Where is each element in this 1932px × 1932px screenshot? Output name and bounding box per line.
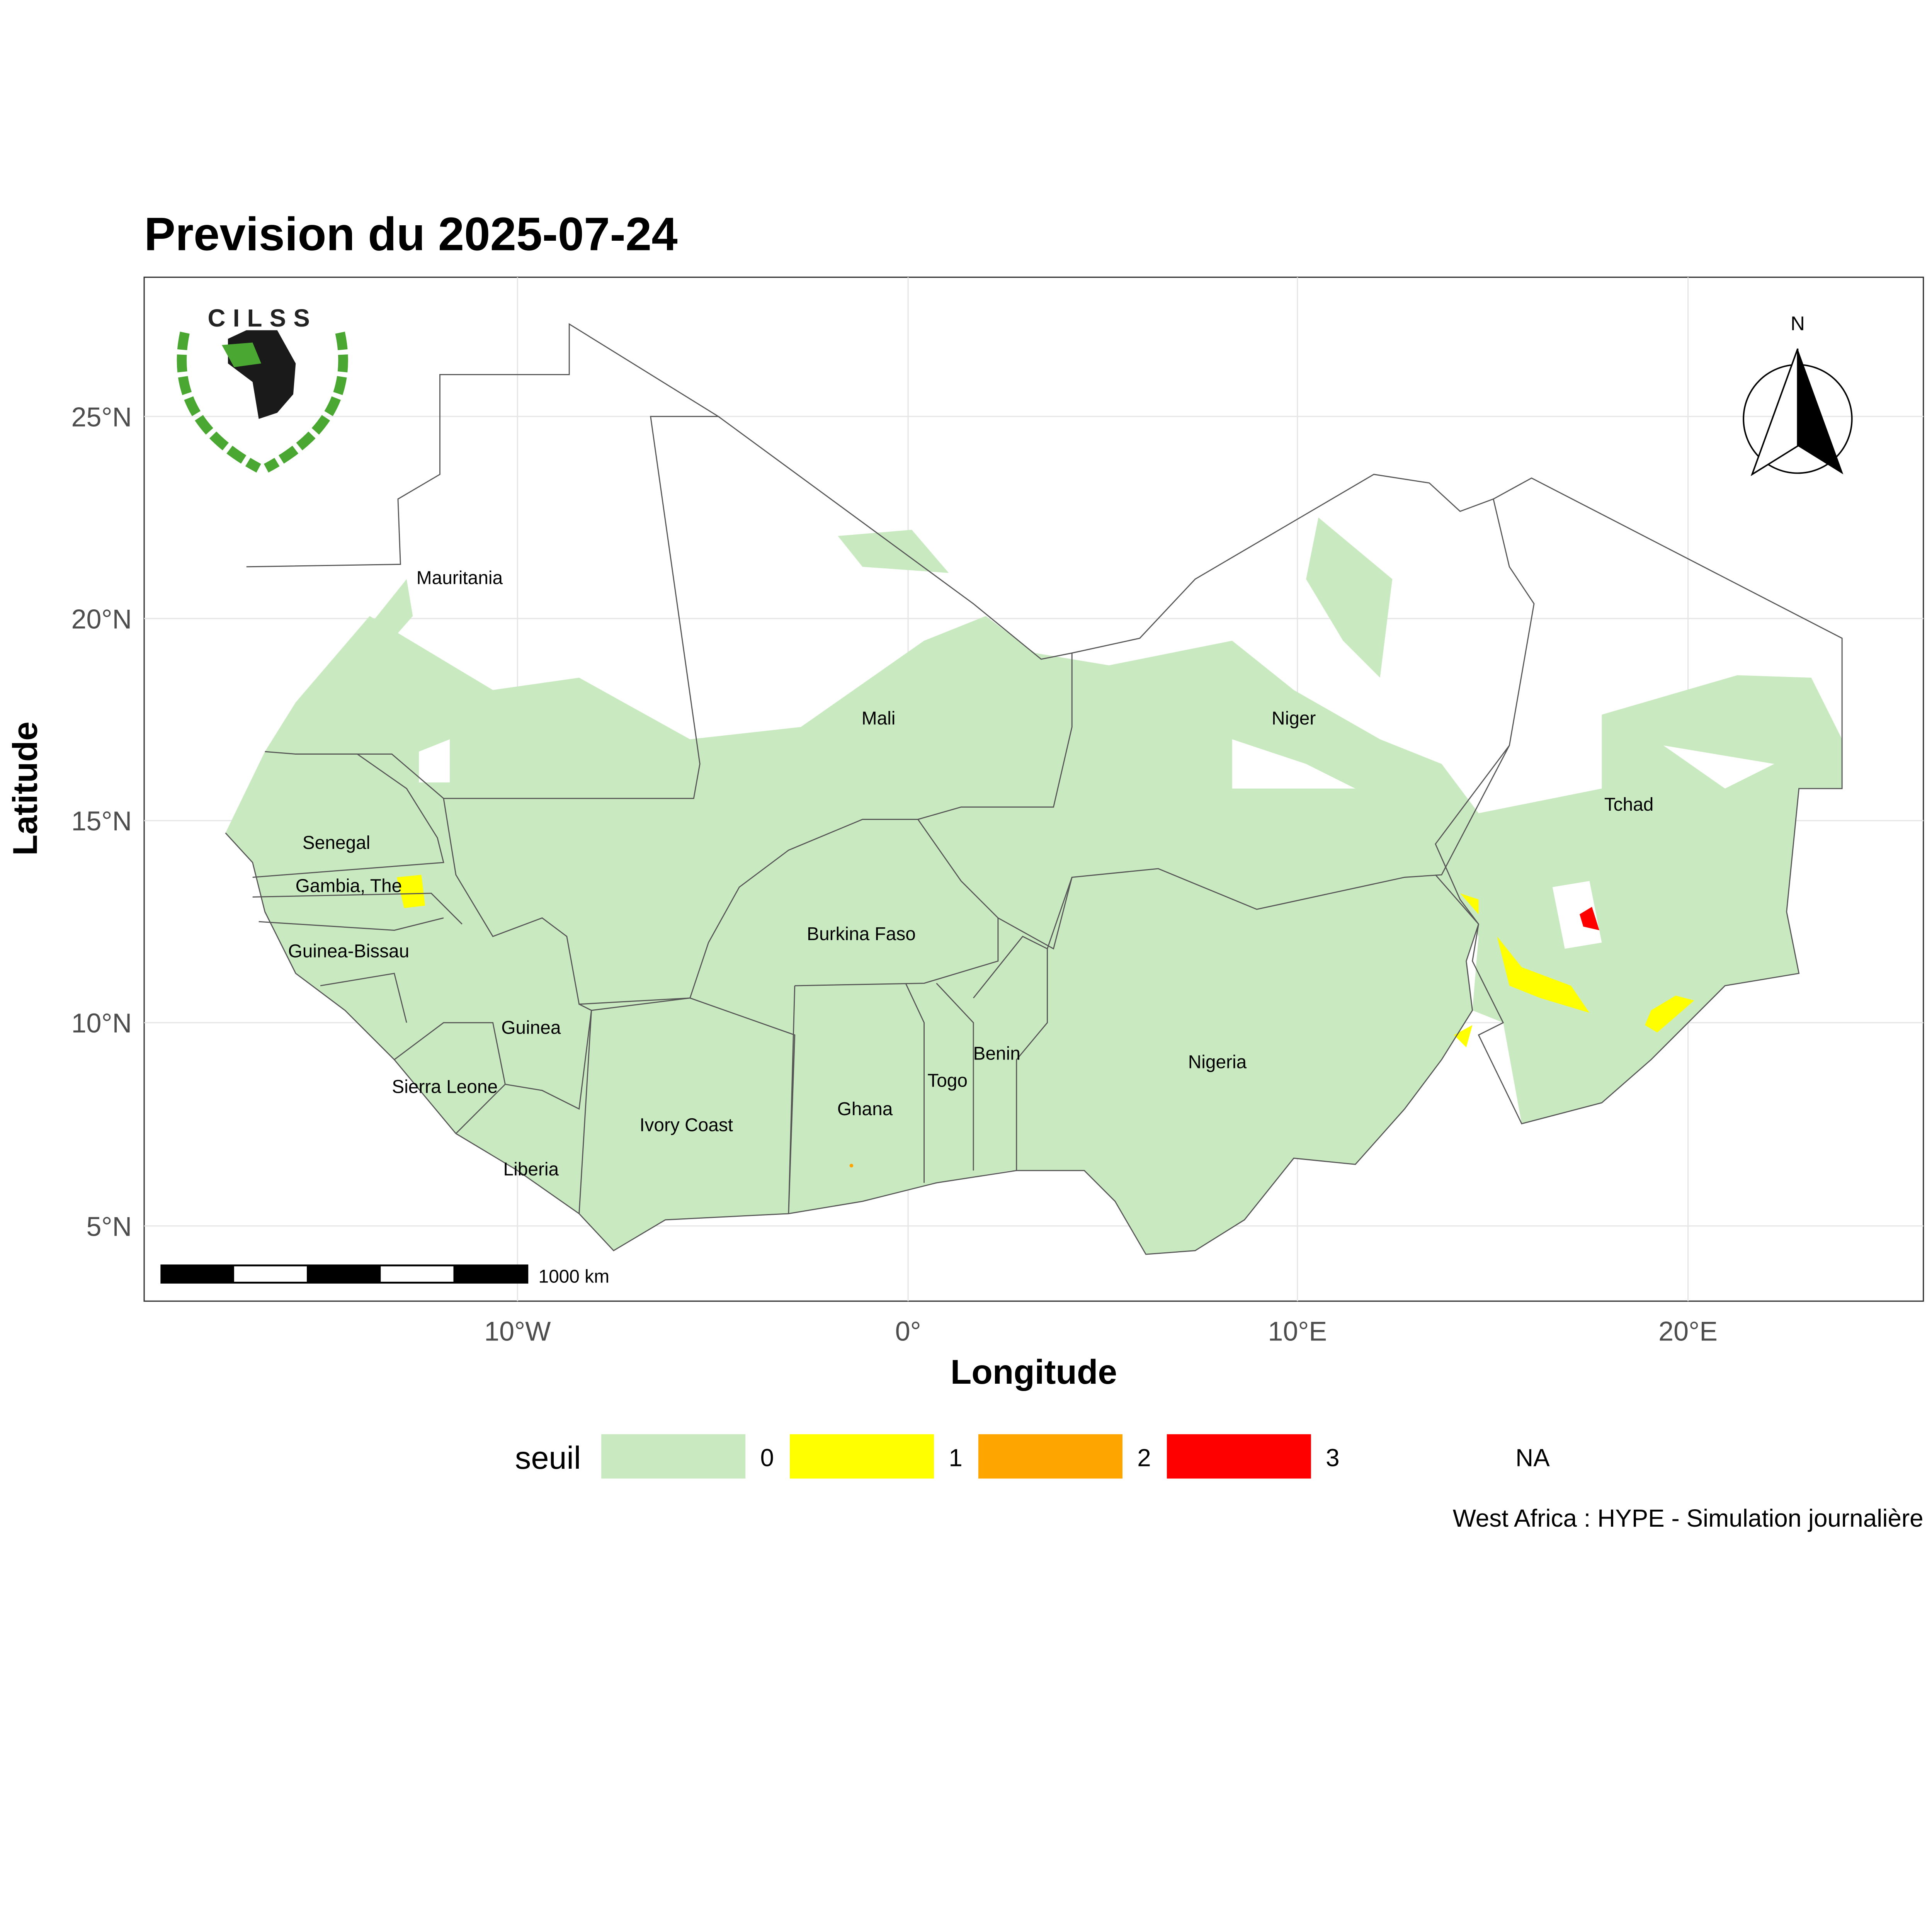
label-sierra-leone: Sierra Leone — [392, 1077, 498, 1097]
legend-label: 2 — [1137, 1444, 1151, 1472]
label-niger: Niger — [1272, 708, 1316, 729]
label-benin: Benin — [973, 1043, 1020, 1064]
label-togo: Togo — [927, 1070, 968, 1091]
label-guinea: Guinea — [501, 1017, 561, 1038]
legend: seuil 0 1 2 3 NA — [515, 1434, 1550, 1479]
legend-label: 1 — [949, 1444, 962, 1472]
country-labels: Mauritania Mali Niger Tchad Senegal Gamb… — [288, 568, 1654, 1180]
axis-ticks: 10°W 0° 10°E 20°E 25°N 20°N 15°N 10°N 5°N — [71, 401, 1718, 1346]
x-tick-label: 0° — [895, 1316, 921, 1346]
legend-label: 3 — [1326, 1444, 1339, 1472]
north-arrow: N — [1743, 313, 1853, 476]
y-tick-label: 15°N — [71, 806, 132, 836]
label-tchad: Tchad — [1604, 794, 1654, 815]
y-tick-label: 25°N — [71, 401, 132, 432]
north-label: N — [1791, 313, 1805, 335]
scale-bar-label: 1000 km — [538, 1267, 609, 1287]
y-tick-label: 5°N — [86, 1211, 132, 1242]
x-tick-label: 10°E — [1268, 1316, 1327, 1346]
forecast-map: Prevision du 2025-07-24 Mauritania Mali … — [6, 207, 1924, 1532]
x-tick-label: 10°W — [484, 1316, 551, 1346]
legend-swatch-1 — [789, 1434, 934, 1479]
legend-title: seuil — [515, 1440, 581, 1476]
label-nigeria: Nigeria — [1188, 1052, 1247, 1073]
y-tick-label: 10°N — [71, 1008, 132, 1038]
legend-swatch-0 — [601, 1434, 746, 1479]
seuil-1-areas — [396, 875, 1694, 1048]
legend-label: 0 — [760, 1444, 774, 1472]
seuil-3-area — [1579, 906, 1600, 930]
legend-swatch-2 — [978, 1434, 1122, 1479]
label-mauritania: Mauritania — [417, 568, 503, 588]
label-ghana: Ghana — [837, 1099, 893, 1119]
map-title: Prevision du 2025-07-24 — [144, 207, 678, 260]
label-ivory-coast: Ivory Coast — [639, 1115, 733, 1135]
scale-bar: 1000 km — [160, 1264, 609, 1287]
cilss-logo: CILSS — [177, 304, 348, 473]
label-guinea-bissau: Guinea-Bissau — [288, 941, 410, 962]
logo-text: CILSS — [207, 304, 317, 332]
x-tick-label: 20°E — [1658, 1316, 1718, 1346]
label-gambia: Gambia, The — [296, 876, 402, 896]
label-mali: Mali — [862, 708, 896, 729]
land-seuil-0 — [225, 517, 1842, 1255]
label-senegal: Senegal — [303, 833, 371, 853]
caption: West Africa : HYPE - Simulation journali… — [1453, 1504, 1923, 1532]
label-liberia: Liberia — [503, 1159, 559, 1180]
seuil-2-area — [849, 1163, 854, 1168]
country-borders — [225, 323, 1843, 1255]
label-burkina-faso: Burkina Faso — [807, 924, 916, 944]
x-axis-label: Longitude — [951, 1352, 1117, 1391]
y-tick-label: 20°N — [71, 604, 132, 634]
legend-label: NA — [1515, 1444, 1550, 1472]
legend-swatch-3 — [1167, 1434, 1311, 1479]
y-axis-label: Latitude — [6, 721, 44, 855]
